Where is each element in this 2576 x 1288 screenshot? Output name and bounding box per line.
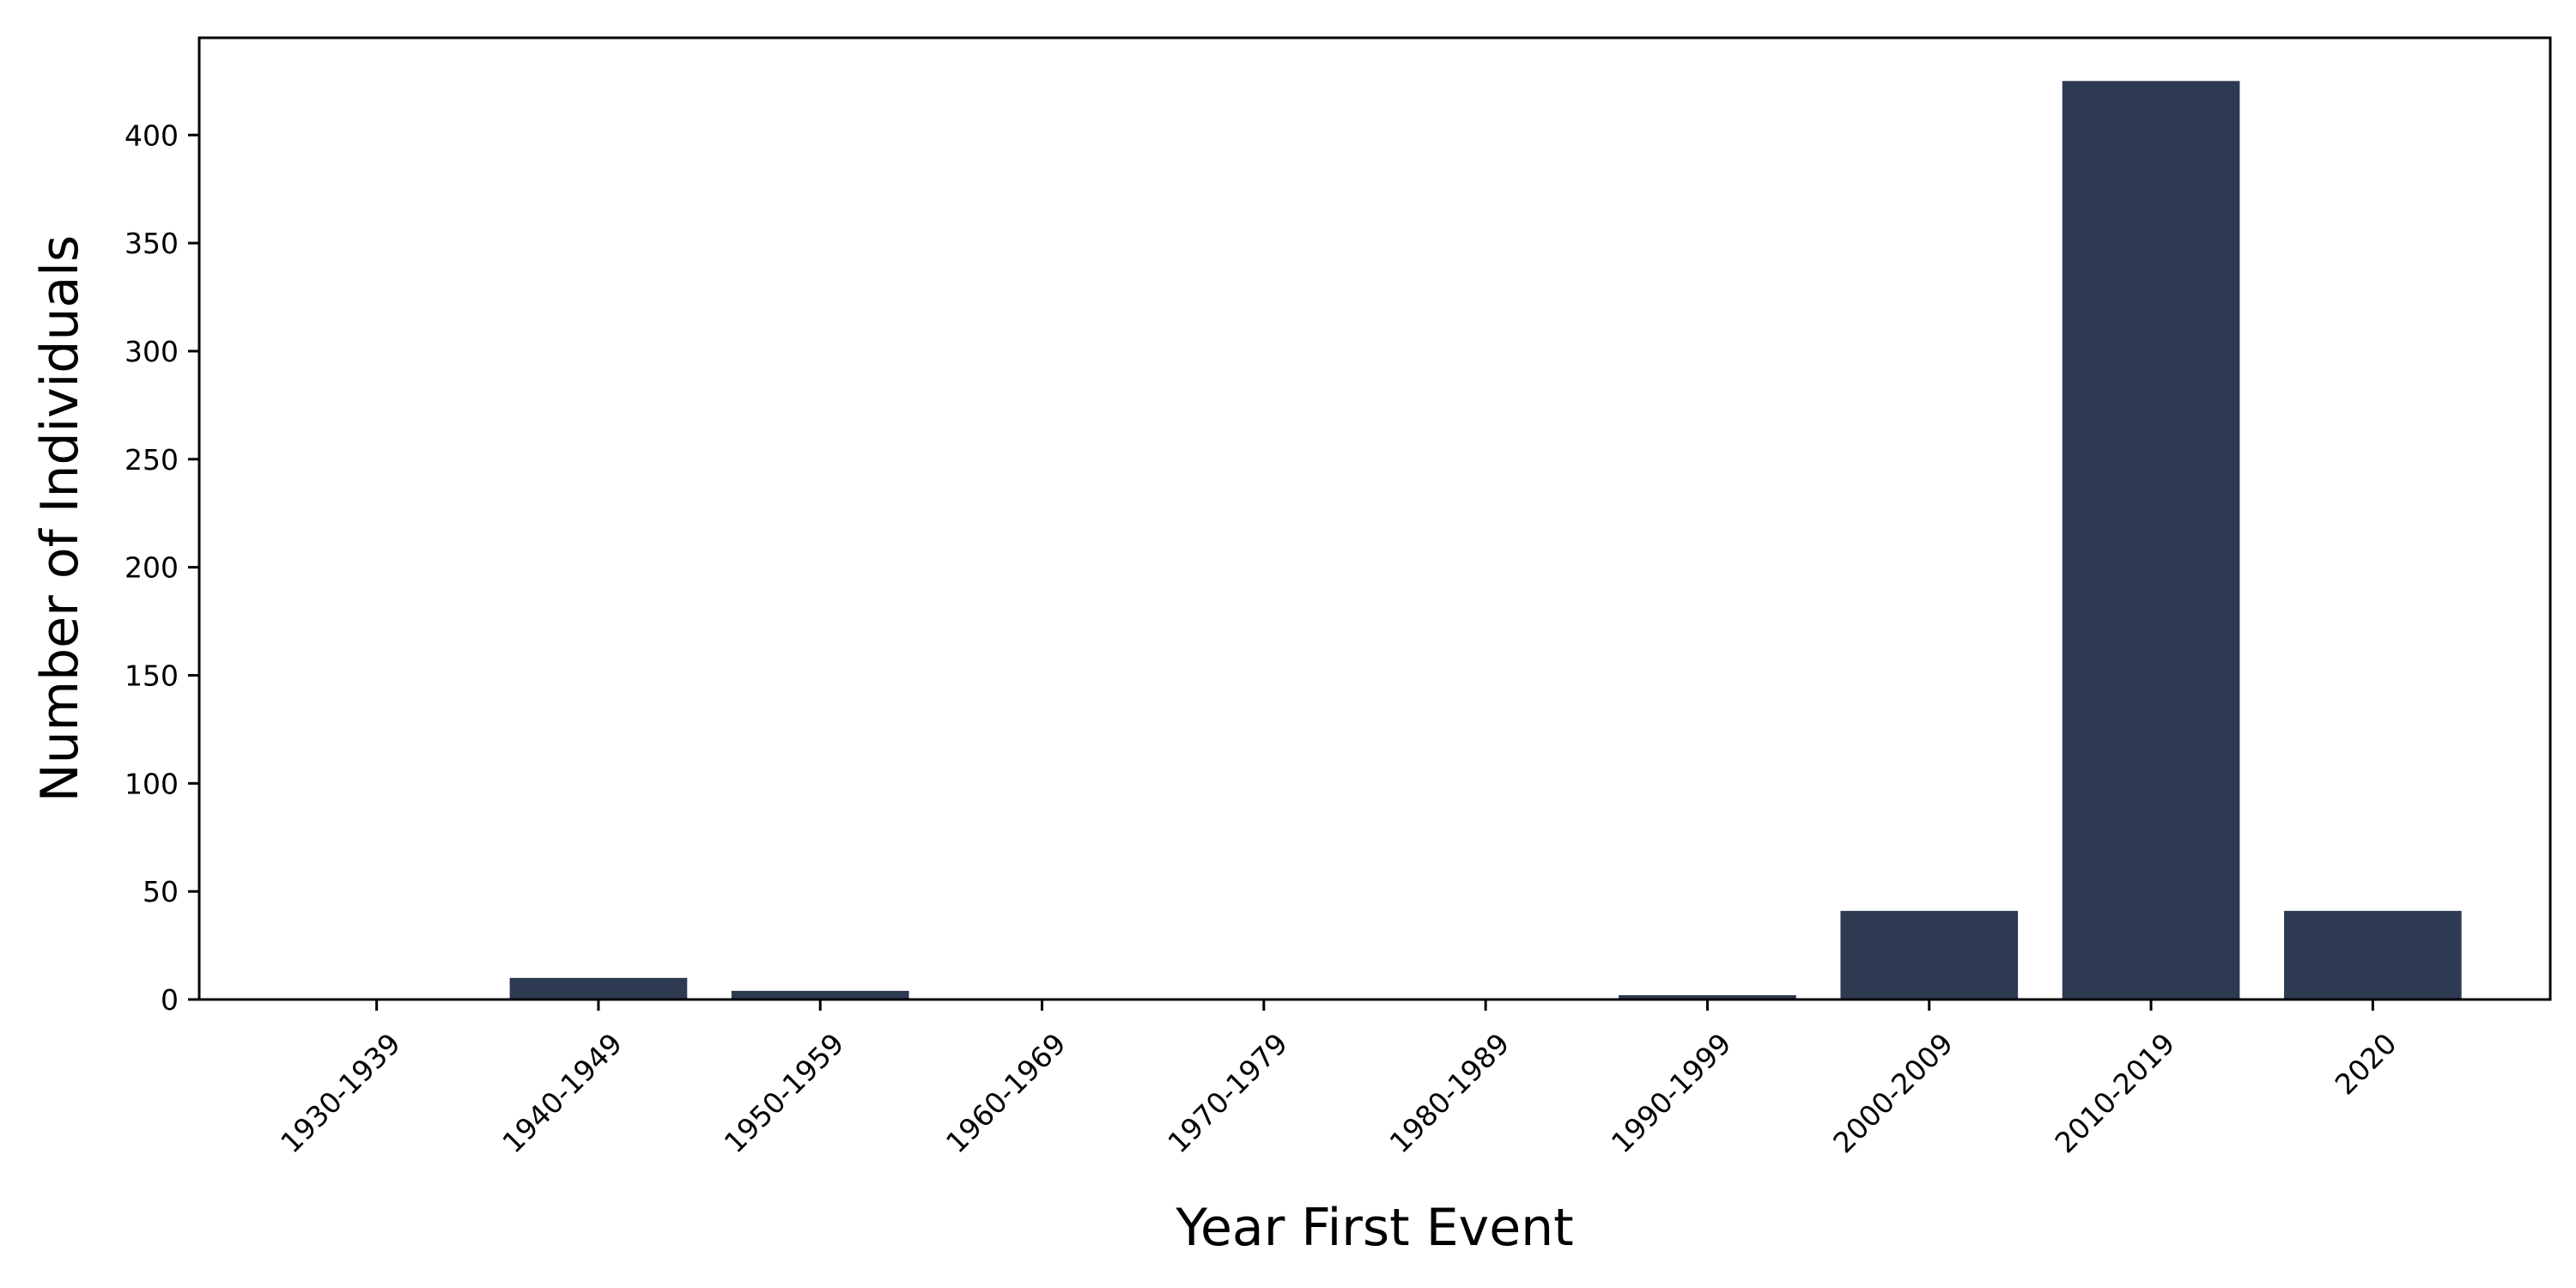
x-tick-label: 1980-1989 bbox=[1383, 1027, 1516, 1160]
y-axis-title: Number of Individuals bbox=[30, 235, 90, 802]
x-tick-label: 1970-1979 bbox=[1161, 1027, 1294, 1160]
x-tick-label: 1990-1999 bbox=[1605, 1027, 1738, 1160]
bars-layer bbox=[509, 81, 2462, 1000]
y-tick-label: 350 bbox=[125, 227, 179, 260]
y-axis: 0 50 100 150 200 250 300 350 400 bbox=[125, 118, 199, 1017]
y-tick-label: 100 bbox=[125, 767, 179, 800]
y-tick-label: 400 bbox=[125, 118, 179, 152]
plot-frame bbox=[197, 36, 2552, 1001]
bar-2020 bbox=[2284, 910, 2462, 999]
y-tick-label: 200 bbox=[125, 551, 179, 585]
x-tick-label: 1940-1949 bbox=[495, 1027, 629, 1160]
bar-2000-2009 bbox=[1840, 910, 2019, 999]
bar-1950-1959 bbox=[731, 990, 909, 999]
x-axis-title: Year First Event bbox=[1175, 1198, 1573, 1258]
y-tick-label: 0 bbox=[161, 983, 179, 1017]
x-tick-label: 1950-1959 bbox=[718, 1027, 851, 1160]
x-tick-label: 1960-1969 bbox=[939, 1027, 1072, 1160]
bar-1940-1949 bbox=[509, 977, 688, 999]
x-tick-label: 1930-1939 bbox=[274, 1027, 407, 1160]
x-axis: 1930-1939 1940-1949 1950-1959 1960-1969 1970… bbox=[274, 999, 2403, 1159]
y-tick-label: 50 bbox=[143, 875, 179, 908]
bar-2010-2019 bbox=[2062, 81, 2240, 1000]
y-tick-label: 250 bbox=[125, 443, 179, 477]
x-tick-label: 2010-2019 bbox=[2048, 1027, 2181, 1160]
bar-1990-1999 bbox=[1619, 994, 1796, 999]
x-tick-label: 2020 bbox=[2329, 1027, 2403, 1102]
y-tick-label: 150 bbox=[125, 659, 179, 692]
y-tick-label: 300 bbox=[125, 335, 179, 368]
x-tick-label: 2000-2009 bbox=[1826, 1027, 1959, 1160]
